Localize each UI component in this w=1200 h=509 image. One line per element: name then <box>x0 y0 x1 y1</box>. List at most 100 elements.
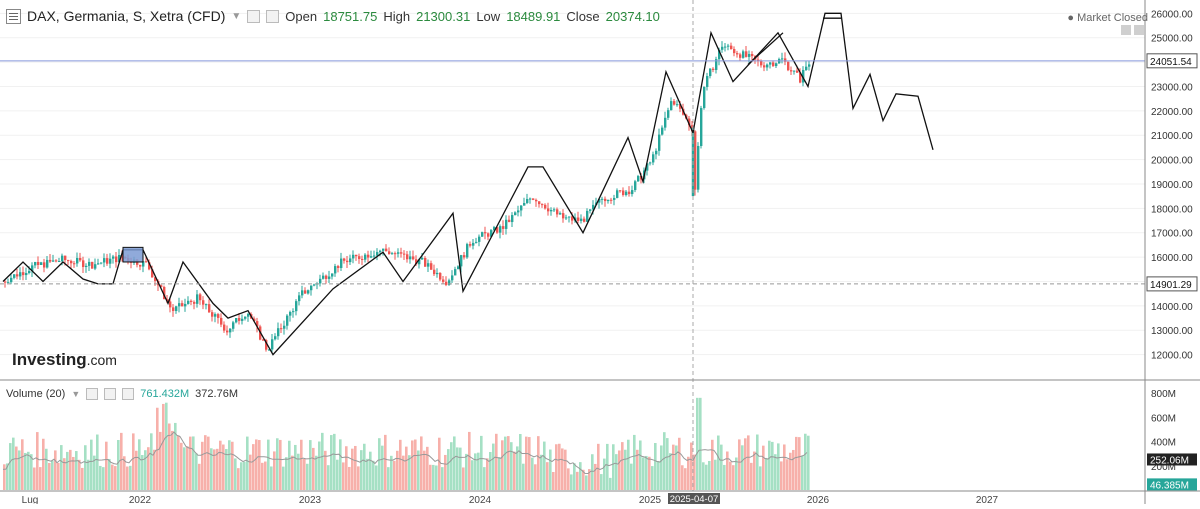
volume-bar <box>600 474 603 490</box>
candle-body <box>664 117 667 128</box>
volume-value-1: 761.432M <box>140 388 190 400</box>
volume-bar <box>798 437 801 490</box>
candle-body <box>382 248 385 251</box>
volume-bar <box>60 445 63 490</box>
volume-bar <box>723 464 726 490</box>
volume-bar <box>516 446 519 490</box>
x-tick-label: 2027 <box>976 495 999 504</box>
volume-bar <box>102 467 105 490</box>
upload-icon[interactable] <box>1134 25 1144 35</box>
candle-body <box>571 216 574 221</box>
candle-body <box>28 270 31 274</box>
volume-bar <box>567 468 570 490</box>
y-tick-label: 17000.00 <box>1151 229 1193 240</box>
volume-bar <box>66 451 69 490</box>
candle-body <box>718 49 721 60</box>
symbol-title[interactable]: DAX, Germania, S, Xetra (CFD) <box>27 8 226 24</box>
volume-chevron-icon[interactable]: ▼ <box>71 389 81 399</box>
volume-bar <box>594 463 597 490</box>
candle-body <box>271 339 274 350</box>
high-value: 21300.31 <box>416 8 471 24</box>
candle-body <box>22 272 25 276</box>
volume-bar <box>195 453 198 490</box>
candle-body <box>91 261 94 269</box>
volume-bar <box>630 463 633 490</box>
candle-body <box>343 258 346 261</box>
volume-bar <box>525 436 528 490</box>
volume-bar <box>90 439 93 490</box>
candle-body <box>262 339 265 341</box>
candle-body <box>229 328 232 333</box>
volume-bar <box>297 453 300 490</box>
candle-body <box>751 54 754 57</box>
candle-body <box>457 266 460 270</box>
volume-bar <box>789 452 792 490</box>
volume-bar <box>339 439 342 490</box>
volume-bar <box>402 455 405 490</box>
candle-body <box>460 255 463 267</box>
candle-body <box>661 127 664 135</box>
volume-bar <box>273 451 276 490</box>
volume-bar <box>18 450 21 490</box>
volume-close-icon[interactable] <box>122 388 135 400</box>
candle-body <box>514 212 517 216</box>
volume-bar <box>321 432 324 490</box>
volume-label[interactable]: Volume (20) <box>6 388 66 400</box>
volume-bar <box>528 437 531 490</box>
candle-body <box>601 198 604 200</box>
volume-bar <box>63 458 66 490</box>
candle-body <box>67 260 70 262</box>
candle-body <box>613 197 616 200</box>
volume-ma-line <box>2 431 808 475</box>
volume-bar <box>261 462 264 490</box>
volume-bar <box>369 451 372 490</box>
price-marker-label: 14901.29 <box>1150 280 1192 291</box>
candle-body <box>139 264 142 267</box>
volume-settings-icon[interactable] <box>86 388 99 400</box>
candle-body <box>205 304 208 306</box>
volume-eye-icon[interactable] <box>104 388 117 400</box>
candle-body <box>721 46 724 50</box>
volume-bar <box>636 449 639 490</box>
candle-body <box>397 252 400 254</box>
volume-bar <box>189 436 192 490</box>
candle-body <box>295 301 298 312</box>
download-icon[interactable] <box>1121 25 1131 35</box>
volume-bar <box>492 443 495 490</box>
volume-bar <box>285 457 288 490</box>
volume-bar <box>30 454 33 490</box>
candle-body <box>736 53 739 55</box>
candle-body <box>391 253 394 255</box>
candle-body <box>235 318 238 323</box>
settings-icon[interactable] <box>247 9 261 23</box>
volume-bar <box>303 458 306 490</box>
candle-body <box>4 281 7 283</box>
candle-body <box>52 260 55 262</box>
candle-body <box>706 76 709 87</box>
y-tick-label: 14000.00 <box>1151 302 1193 313</box>
volume-bar <box>672 444 675 490</box>
volume-bar <box>612 444 615 490</box>
candle-body <box>745 51 748 57</box>
candle-body <box>808 64 811 67</box>
x-tick-label: 2026 <box>807 495 830 504</box>
eye-icon[interactable] <box>266 9 280 23</box>
volume-bar <box>426 446 429 490</box>
chevron-down-icon[interactable]: ▼ <box>231 10 242 22</box>
volume-tick-label: 200M <box>1151 462 1176 473</box>
volume-bar <box>618 450 621 490</box>
menu-icon[interactable] <box>6 8 21 24</box>
candle-body <box>106 258 109 264</box>
candle-body <box>337 266 340 268</box>
volume-bar <box>699 397 702 490</box>
volume-bar <box>474 453 477 490</box>
volume-bar <box>330 435 333 490</box>
drawing-line <box>747 32 784 65</box>
volume-bar <box>396 450 399 490</box>
candle-body <box>73 263 76 265</box>
candle-body <box>766 64 769 68</box>
volume-bar <box>246 436 249 490</box>
candle-body <box>760 61 763 66</box>
candle-body <box>784 58 787 62</box>
